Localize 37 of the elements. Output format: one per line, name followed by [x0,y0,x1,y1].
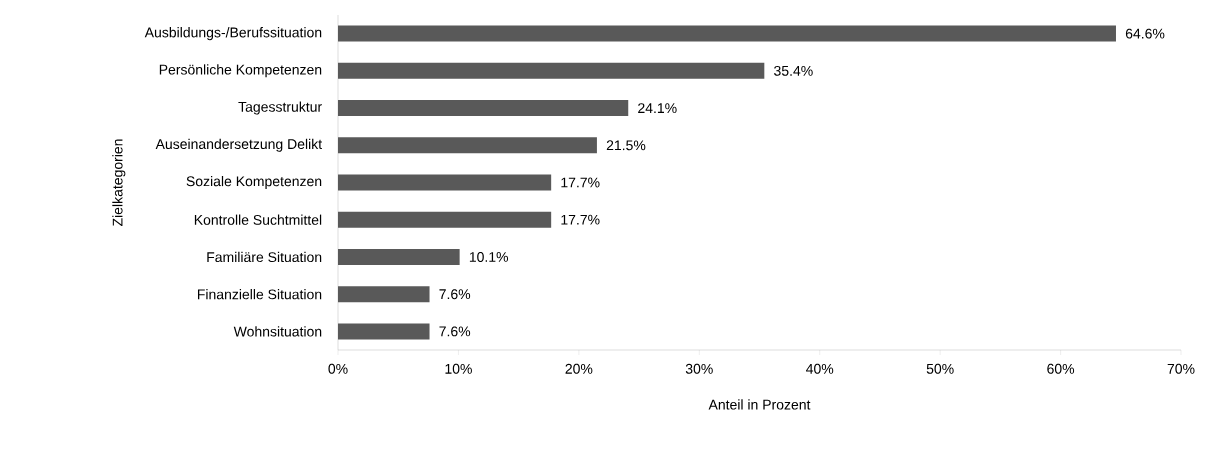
x-tick-label: 40% [806,363,834,374]
y-tick-label: Finanzielle Situation [197,289,322,300]
bar [338,286,430,303]
bar [338,137,597,154]
bar [338,211,552,228]
bar [338,248,460,265]
data-label: 21.5% [606,140,646,151]
y-tick-label: Tagesstruktur [238,101,322,115]
y-tick-label: Wohnsituation [233,326,322,337]
x-tick-label: 60% [1047,363,1075,374]
x-tick-label: 70% [1167,363,1195,374]
y-tick-label: Familiäre Situation [207,251,322,263]
x-tick-label: 0% [328,363,348,374]
x-tick-label: 30% [685,363,713,374]
data-label: 17.7% [561,177,600,188]
bar [338,100,629,117]
data-label: 7.6% [439,326,471,337]
data-label: 35.4% [774,65,813,76]
bar [338,323,430,340]
y-tick-label: Persönliche Kompetenzen [159,64,322,78]
y-tick-label: Kontrolle Suchtmittel [194,214,322,225]
bar [338,174,552,191]
data-label: 64.6% [1125,28,1165,39]
bar [338,25,1116,42]
data-label: 10.1% [469,251,509,262]
y-axis-title: Zielkategorien [112,139,126,227]
data-label: 7.6% [439,289,471,300]
x-tick-label: 10% [445,363,472,374]
y-tick-label: Ausbildungs-/Berufssituation [144,27,322,41]
x-axis-title: Anteil in Prozent [708,399,811,410]
y-tick-label: Auseinandersetzung Delikt [155,138,322,152]
bar [338,62,765,79]
data-label: 24.1% [638,103,677,113]
y-tick-label: Soziale Kompetenzen [186,175,322,190]
data-label: 17.7% [561,214,600,225]
x-tick-label: 20% [565,363,593,374]
x-tick-label: 50% [926,363,954,374]
